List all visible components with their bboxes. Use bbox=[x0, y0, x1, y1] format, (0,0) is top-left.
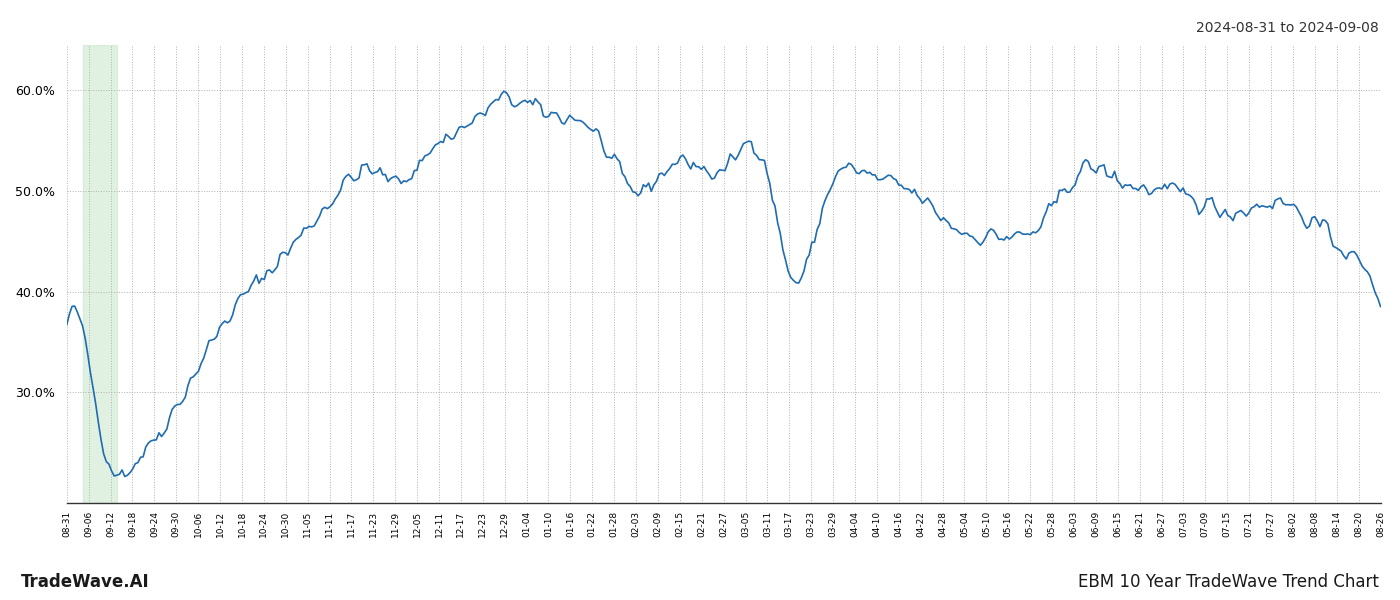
Bar bbox=[83, 45, 116, 503]
Text: TradeWave.AI: TradeWave.AI bbox=[21, 573, 150, 591]
Text: EBM 10 Year TradeWave Trend Chart: EBM 10 Year TradeWave Trend Chart bbox=[1078, 573, 1379, 591]
Text: 2024-08-31 to 2024-09-08: 2024-08-31 to 2024-09-08 bbox=[1196, 21, 1379, 35]
